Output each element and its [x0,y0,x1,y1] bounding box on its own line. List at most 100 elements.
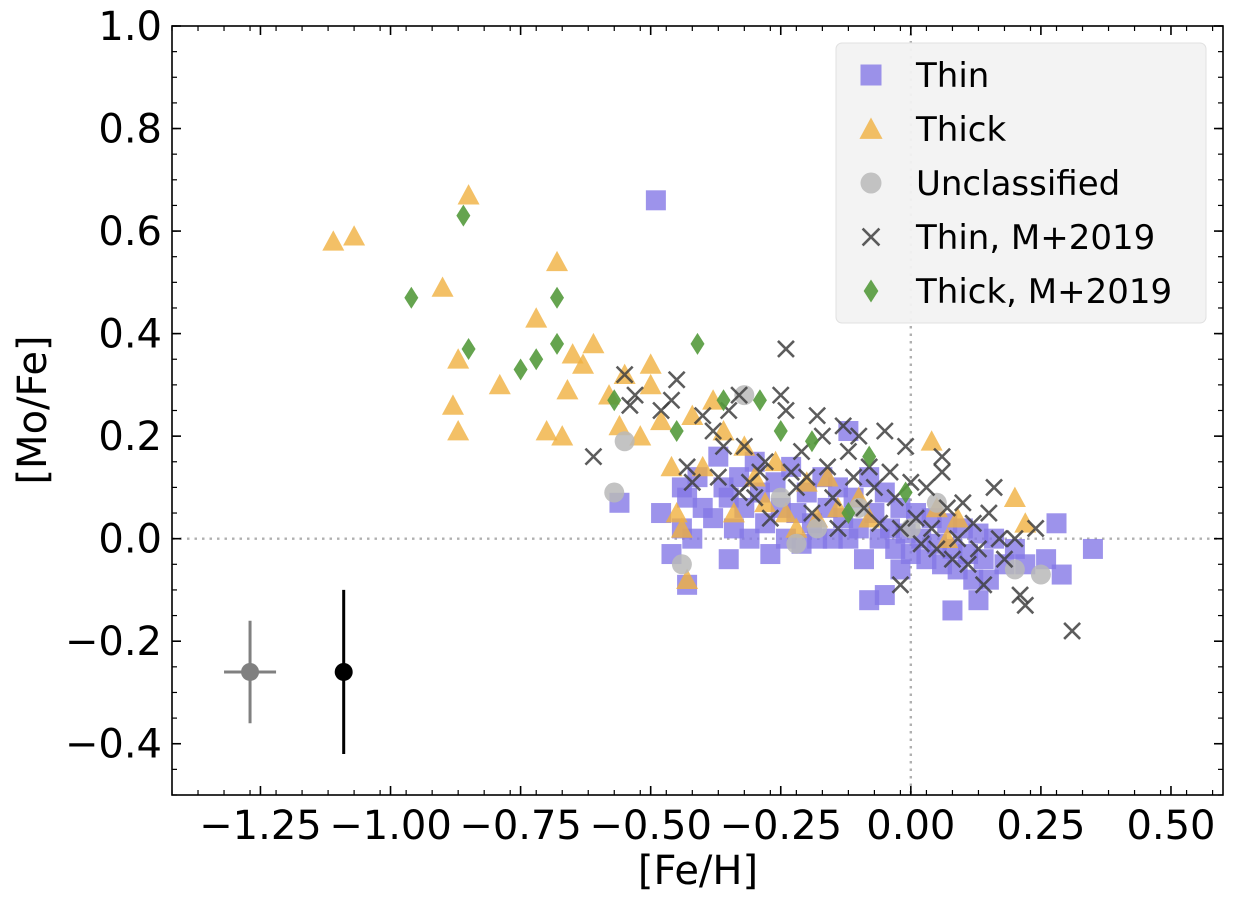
data-point-unclassified [614,431,635,452]
data-point-thick [639,353,662,374]
data-point-thick [1014,512,1037,533]
x-tick-label: 0.50 [1126,803,1215,849]
data-point-thin-m-2019 [808,406,827,425]
axis-ticks [171,25,1223,796]
data-point-thin-m-2019 [855,498,873,517]
data-point-thin-m-2019 [792,442,811,461]
data-point-thick [488,373,511,395]
data-point-thin-m-2019 [933,447,951,466]
data-point-thin [781,456,802,477]
data-point-unclassified [604,482,625,503]
data-point-thin-m-2019 [953,493,972,512]
data-point-thin-m-2019 [844,468,863,487]
data-point-thin [729,467,750,488]
data-point-thin-m-2019 [782,463,801,481]
data-point-thick [681,404,704,425]
x-tick-label: −1.25 [199,803,322,849]
y-tick-label: 0.4 [98,312,162,358]
y-tick-label: −0.2 [65,619,162,665]
data-point-thin-m-2019 [907,509,925,528]
legend: Thin Thick Unclassified Thin, M+2019 Thick, … [835,42,1207,324]
data-point-thick-m-2019 [550,286,565,309]
data-point-thick [572,353,595,374]
data-point-thin-m-2019 [678,457,697,476]
data-point-thin [968,523,989,544]
data-point-thick-m-2019 [456,204,471,227]
data-point-thin-m-2019 [667,370,686,389]
data-point-thin [942,600,963,621]
x-axis-label: [Fe/H] [638,848,758,894]
data-point-thin-m-2019 [693,406,712,425]
data-point-thin [874,585,895,606]
data-point-thick-m-2019 [716,389,731,412]
data-point-thin-m-2019 [948,529,967,548]
data-point-thick-m-2019 [550,332,565,355]
data-point-thin-m-2019 [829,519,847,538]
legend-marker [863,279,879,303]
data-point-thin-m-2019 [1005,529,1024,548]
data-point-thin [1036,549,1057,570]
data-point-thick [556,378,579,400]
data-point-thick-m-2019 [669,420,684,443]
data-point-thin-m-2019 [1016,596,1035,615]
data-point-thin-m-2019 [714,437,733,456]
data-point-thin-m-2019 [1026,519,1045,538]
data-point-thin-m-2019 [662,391,681,410]
data-point-thin [885,538,906,559]
data-point-thin-m-2019 [626,386,644,405]
data-point-thin [703,508,724,529]
data-point-thick [457,184,480,205]
data-point-thin [963,569,984,590]
x-tick-label: 0.00 [866,803,955,849]
data-point-unclassified [1030,564,1051,585]
data-point-thick [920,430,943,451]
data-point-unclassified [786,533,807,554]
y-tick-label: −0.4 [65,722,162,768]
x-tick-label: 0.25 [996,803,1085,849]
data-point-thick [754,491,777,513]
y-tick-label: 0.2 [98,414,162,460]
data-point-thin-m-2019 [839,442,858,461]
data-point-thin [723,518,744,539]
legend-marker [860,172,882,194]
data-point-unclassified [770,487,791,508]
data-point-thin [718,549,739,570]
data-point-thick-m-2019 [841,502,856,525]
data-point-thick [650,409,673,431]
data-point-thin-m-2019 [979,504,998,522]
data-point-thin [645,190,666,211]
data-point-thick [858,507,881,528]
legend-marker [861,227,881,247]
y-tick-label: 0.6 [98,209,162,255]
data-point-thin [760,544,781,565]
data-point-thin-m-2019 [969,540,988,558]
data-point-thin-m-2019 [620,396,639,415]
data-point-thin-m-2019 [777,401,795,420]
x-tick-label: −0.25 [719,803,842,849]
data-point-thin [1046,513,1067,534]
data-point-thin-m-2019 [995,550,1014,569]
data-point-thin-m-2019 [1063,622,1082,640]
legend-label: Thin, M+2019 [915,218,1155,258]
data-point-thin-m-2019 [985,478,1003,497]
data-point-thin-m-2019 [797,468,816,487]
legend-label: Thick [915,110,1006,150]
data-point-thick [535,420,558,441]
data-point-thin-m-2019 [751,463,769,481]
data-point-thin [906,503,927,524]
data-point-thick [447,420,470,441]
y-axis-label: [Mo/Fe] [10,335,56,484]
error-bar-center [334,662,353,681]
data-point-thick [691,455,714,477]
data-point-thick [670,517,693,538]
legend-marker [859,117,883,139]
data-point-thin-m-2019 [870,514,889,533]
data-point-thin [932,554,953,575]
data-point-thin [1051,564,1072,585]
data-point-thin [651,503,672,524]
data-point-thin-m-2019 [761,509,780,528]
y-tick-label: 0.8 [98,107,162,153]
data-point-thick-m-2019 [607,389,622,412]
data-point-thick [431,276,454,297]
